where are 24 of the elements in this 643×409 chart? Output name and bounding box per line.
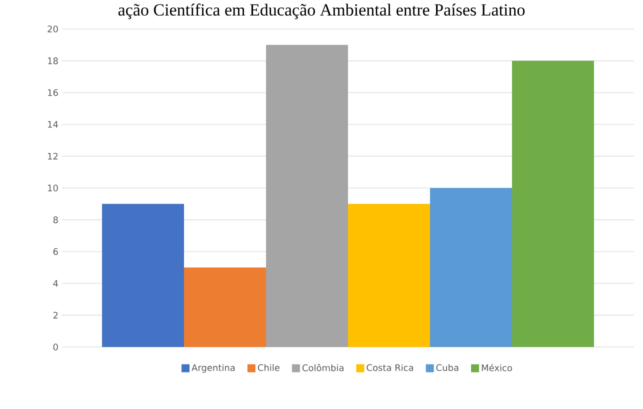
y-tick-label: 6 [53, 248, 58, 255]
legend-label: Costa Rica [366, 364, 414, 372]
legend-label: Chile [258, 364, 280, 372]
y-tick-label: 10 [48, 184, 58, 192]
y-tick-label: 8 [53, 216, 58, 224]
bar [102, 204, 184, 347]
y-tick-label: 16 [48, 89, 58, 96]
bar [348, 204, 430, 347]
chart-title: ação Científica em Educação Ambiental entre Países Latino [118, 4, 525, 20]
y-tick-label: 20 [48, 26, 58, 32]
legend-label: Colômbia [302, 364, 344, 372]
legend-label: Argentina [192, 364, 235, 373]
y-tick-label: 0 [53, 344, 58, 350]
legend-label: Cuba [436, 364, 458, 372]
y-tick-label: 4 [53, 280, 58, 287]
bar [266, 44, 348, 347]
bar [512, 60, 594, 347]
y-tick-label: 18 [48, 57, 58, 64]
y-tick-label: 14 [48, 121, 58, 128]
y-tick-label: 12 [48, 152, 58, 160]
bar [184, 267, 266, 347]
legend-label: México [482, 364, 512, 372]
bar [430, 188, 512, 347]
y-tick-label: 2 [53, 312, 58, 319]
